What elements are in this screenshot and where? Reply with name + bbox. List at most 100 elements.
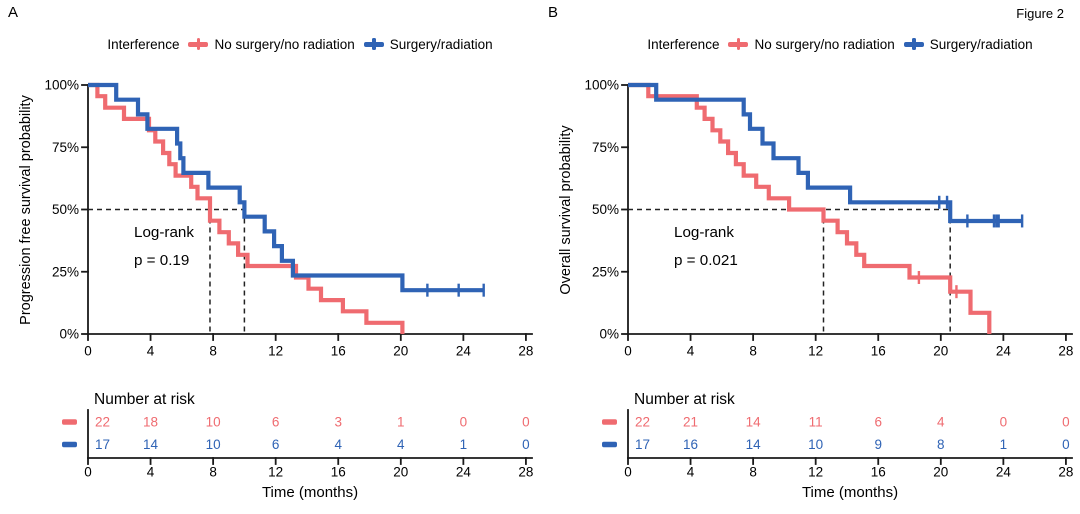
- risk-x-tick-label: 24: [996, 465, 1012, 480]
- risk-x-tick-label: 20: [393, 465, 408, 480]
- x-axis-title: Time (months): [262, 484, 358, 501]
- risk-count: 6: [874, 415, 882, 430]
- risk-count: 10: [808, 437, 823, 452]
- legend-item-no-surgery: No surgery/no radiation: [188, 36, 355, 52]
- y-axis-title: Overall survival probability: [558, 125, 574, 295]
- censor-notch-icon: [372, 38, 376, 50]
- panel-a-label: A: [8, 4, 19, 21]
- risk-x-tick-label: 12: [268, 465, 283, 480]
- risk-x-tick-label: 8: [209, 465, 217, 480]
- risk-x-tick-label: 4: [147, 465, 155, 480]
- x-tick-label: 24: [996, 344, 1012, 359]
- risk-table-header: Number at risk: [634, 391, 735, 408]
- x-tick-label: 20: [393, 344, 408, 359]
- legend-b: Interference No surgery/no radiation Sur…: [602, 36, 1078, 52]
- panel-b-label: B: [548, 4, 559, 21]
- y-tick-label: 100%: [584, 78, 619, 93]
- risk-count: 0: [1062, 437, 1070, 452]
- risk-x-tick-label: 0: [84, 465, 92, 480]
- censor-notch-icon: [912, 38, 916, 50]
- panel-a: A Interference No surgery/no radiation S…: [8, 4, 538, 501]
- x-tick-label: 28: [518, 344, 533, 359]
- risk-count: 1: [460, 437, 468, 452]
- legend-item-label: Surgery/radiation: [389, 36, 493, 52]
- risk-count: 14: [143, 437, 159, 452]
- risk-count: 0: [522, 437, 530, 452]
- risk-x-tick-label: 24: [456, 465, 472, 480]
- legend-a: Interference No surgery/no radiation Sur…: [62, 36, 538, 52]
- km-line-key-icon: [903, 38, 924, 50]
- legend-item-surgery: Surgery/radiation: [903, 36, 1033, 52]
- risk-count: 4: [937, 415, 945, 430]
- logrank-pvalue: p = 0.19: [134, 252, 189, 269]
- risk-row-key-icon: [62, 419, 77, 425]
- risk-count: 0: [1000, 415, 1008, 430]
- risk-x-tick-label: 16: [871, 465, 886, 480]
- risk-row-key-icon: [602, 441, 617, 448]
- y-tick-label: 100%: [44, 78, 79, 93]
- risk-count: 21: [683, 415, 698, 430]
- y-tick-label: 25%: [592, 264, 619, 279]
- censor-notch-icon: [196, 38, 201, 50]
- risk-x-tick-label: 16: [331, 465, 346, 480]
- logrank-label: Log-rank: [674, 224, 734, 241]
- km-plot-a: 100%75%50%25%0%0 4 8 12 16 20 24 28Progression …: [18, 78, 533, 501]
- y-tick-label: 0%: [59, 327, 79, 342]
- risk-count: 9: [874, 437, 882, 452]
- y-tick-label: 75%: [592, 140, 619, 155]
- x-tick-label: 24: [456, 344, 472, 359]
- risk-count: 17: [635, 437, 650, 452]
- legend-title: Interference: [107, 36, 180, 52]
- x-tick-label: 12: [808, 344, 823, 359]
- x-tick-label: 4: [687, 344, 695, 359]
- risk-x-tick-label: 8: [749, 465, 757, 480]
- x-tick-label: 28: [1058, 344, 1073, 359]
- y-tick-label: 50%: [592, 202, 619, 217]
- risk-row-key-icon: [62, 441, 77, 448]
- risk-count: 6: [272, 415, 280, 430]
- risk-row-key-icon: [602, 419, 617, 425]
- figure-label: Figure 2: [1016, 6, 1064, 21]
- risk-x-tick-label: 12: [808, 465, 823, 480]
- risk-count: 0: [460, 415, 468, 430]
- y-tick-label: 0%: [599, 327, 619, 342]
- risk-count: 0: [1062, 415, 1070, 430]
- legend-item-label: Surgery/radiation: [929, 36, 1033, 52]
- km-curve-surgery: [628, 82, 1023, 224]
- y-tick-label: 25%: [52, 264, 79, 279]
- logrank-pvalue: p = 0.021: [674, 252, 738, 269]
- risk-count: 0: [522, 415, 530, 430]
- risk-count: 11: [809, 415, 823, 430]
- panel-b: B Interference No surgery/no radiation S…: [540, 0, 1080, 514]
- risk-table-header: Number at risk: [94, 391, 195, 408]
- risk-count: 6: [272, 437, 280, 452]
- y-axis-title: Progression free survival probability: [18, 94, 34, 324]
- km-line-key-icon: [188, 38, 209, 50]
- y-tick-label: 50%: [52, 202, 79, 217]
- risk-count: 14: [746, 437, 762, 452]
- risk-x-tick-label: 0: [624, 465, 632, 480]
- risk-x-tick-label: 20: [933, 465, 948, 480]
- km-curve-surgery: [88, 82, 484, 293]
- risk-count: 4: [397, 437, 405, 452]
- legend-title: Interference: [647, 36, 720, 52]
- risk-count: 18: [143, 415, 158, 430]
- legend-item-no-surgery: No surgery/no radiation: [728, 36, 895, 52]
- x-tick-label: 0: [624, 344, 632, 359]
- x-tick-label: 16: [871, 344, 886, 359]
- risk-count: 22: [95, 415, 110, 430]
- risk-x-tick-label: 28: [1058, 465, 1073, 480]
- risk-count: 1: [397, 415, 405, 430]
- legend-item-label: No surgery/no radiation: [214, 36, 355, 52]
- x-axis-title: Time (months): [802, 484, 898, 501]
- x-tick-label: 12: [268, 344, 283, 359]
- x-tick-label: 8: [209, 344, 217, 359]
- risk-count: 1: [1000, 437, 1008, 452]
- risk-count: 16: [683, 437, 698, 452]
- legend-item-label: No surgery/no radiation: [754, 36, 895, 52]
- x-tick-label: 4: [147, 344, 155, 359]
- risk-count: 8: [937, 437, 945, 452]
- risk-count: 4: [334, 437, 342, 452]
- y-tick-label: 75%: [52, 140, 79, 155]
